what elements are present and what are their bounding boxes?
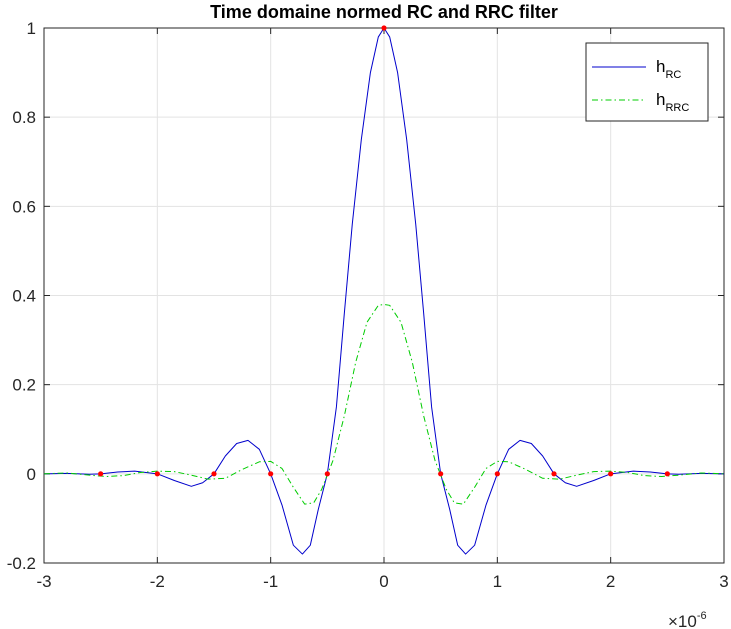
legend-label-sub: RC — [665, 69, 681, 81]
sample-markers — [98, 25, 670, 477]
x-exponent-label: ×10-6 — [668, 610, 707, 629]
y-tick-label: 0.2 — [12, 376, 36, 395]
sample-marker — [268, 471, 274, 477]
sample-marker — [154, 471, 160, 477]
sample-marker — [608, 471, 614, 477]
legend-label-main: h — [656, 90, 665, 109]
sample-marker — [551, 471, 557, 477]
y-tick-label: -0.2 — [7, 554, 36, 573]
sample-marker — [98, 471, 104, 477]
y-tick-label: 1 — [27, 19, 36, 38]
sample-marker — [664, 471, 670, 477]
legend-label: hRRC — [656, 90, 689, 114]
x-tick-label: -1 — [263, 572, 278, 591]
sample-marker — [494, 471, 500, 477]
x-tick-label: -3 — [36, 572, 51, 591]
y-tick-label: 0.4 — [12, 287, 36, 306]
x-tick-label: -2 — [150, 572, 165, 591]
legend-label: hRC — [656, 57, 681, 81]
y-tick-label: 0 — [27, 465, 36, 484]
ticks: -3 -2 -1 0 1 2 3 -0.2 0 0.2 0.4 0.6 0.8 1 — [7, 19, 729, 591]
sample-marker — [324, 471, 330, 477]
x-exponent-power: -6 — [697, 610, 707, 622]
x-tick-label: 3 — [719, 572, 728, 591]
sample-marker — [211, 471, 217, 477]
x-tick-label: 1 — [493, 572, 502, 591]
sample-marker — [381, 25, 387, 31]
x-tick-label: 0 — [379, 572, 388, 591]
sample-marker — [438, 471, 444, 477]
y-tick-label: 0.6 — [12, 197, 36, 216]
legend-box — [585, 42, 709, 122]
legend-label-sub: RRC — [665, 102, 689, 114]
chart-title: Time domaine normed RC and RRC filter — [210, 2, 558, 22]
legend-label-main: h — [656, 57, 665, 76]
x-exponent-base: ×10 — [668, 612, 697, 629]
y-tick-label: 0.8 — [12, 108, 36, 127]
x-tick-label: 2 — [606, 572, 615, 591]
